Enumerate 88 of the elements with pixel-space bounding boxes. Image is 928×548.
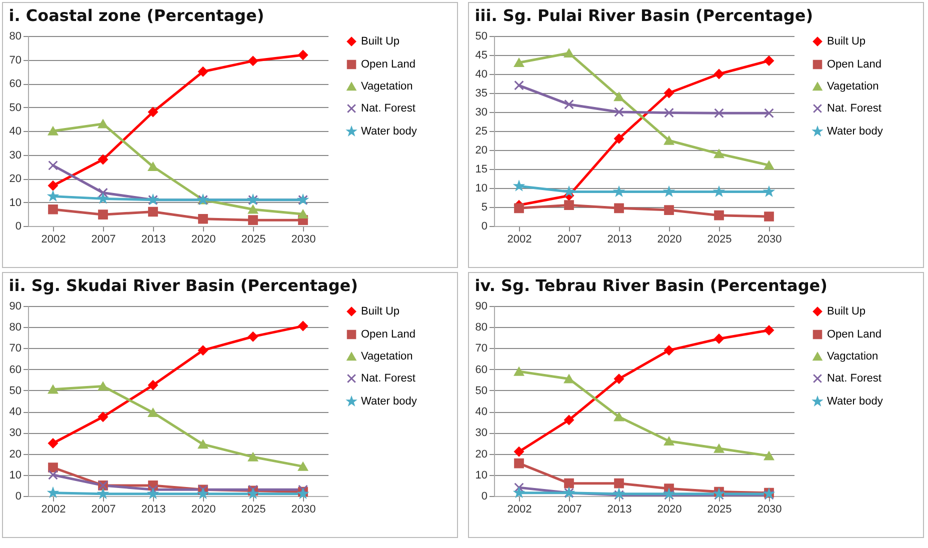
y-tick-label: 80 <box>9 322 22 334</box>
legend-label: Vagetation <box>361 80 413 92</box>
y-tick-label: 60 <box>9 78 22 90</box>
x-tick-label: 2020 <box>657 234 682 246</box>
y-tick-label: 40 <box>475 406 488 418</box>
x-tick-label: 2030 <box>291 504 316 516</box>
y-tick-label: 0 <box>481 220 488 232</box>
y-tick-label: 30 <box>475 427 488 440</box>
legend-label: Nat. Forest <box>361 102 416 114</box>
legend-label: Nat. Forest <box>827 102 882 114</box>
y-tick-label: 5 <box>481 202 488 214</box>
y-tick-label: 0 <box>481 490 488 502</box>
legend-label: Open Land <box>827 58 882 70</box>
legend-label: Water body <box>361 396 418 408</box>
legend-label: Vagetation <box>827 80 879 92</box>
y-tick-label: 20 <box>9 173 22 185</box>
x-tick-label: 2013 <box>607 504 632 516</box>
legend-label: Water body <box>827 396 884 408</box>
y-tick-label: 20 <box>475 144 488 156</box>
x-tick-label: 2007 <box>91 234 116 246</box>
y-tick-label: 10 <box>475 469 488 482</box>
y-tick-label: 50 <box>9 102 22 114</box>
chart-title: ii. Sg. Skudai River Basin (Percentage) <box>8 276 358 295</box>
y-tick-label: 10 <box>9 469 22 482</box>
x-tick-label: 2002 <box>507 504 532 516</box>
y-tick-label: 15 <box>475 164 488 176</box>
y-tick-label: 40 <box>475 68 488 80</box>
x-tick-label: 2002 <box>41 504 66 516</box>
x-tick-label: 2025 <box>241 234 266 246</box>
x-tick-label: 2030 <box>757 234 782 246</box>
chart-title: i. Coastal zone (Percentage) <box>8 6 264 25</box>
y-tick-label: 50 <box>9 384 22 397</box>
y-tick-label: 70 <box>9 342 22 355</box>
y-tick-label: 10 <box>475 182 488 194</box>
x-tick-label: 2007 <box>91 504 116 516</box>
legend-label: Built Up <box>827 36 866 48</box>
y-tick-label: 45 <box>475 50 488 62</box>
x-tick-label: 2030 <box>757 504 782 516</box>
x-tick-label: 2020 <box>191 504 216 516</box>
legend-label: Open Land <box>361 328 416 340</box>
x-tick-label: 2002 <box>41 234 66 246</box>
legend-label: Built Up <box>361 306 400 318</box>
y-tick-label: 90 <box>475 300 488 312</box>
y-tick-label: 25 <box>475 126 488 138</box>
y-tick-label: 35 <box>475 88 488 100</box>
y-tick-label: 80 <box>9 30 22 42</box>
legend-label: Built Up <box>361 36 400 48</box>
x-tick-label: 2025 <box>707 234 732 246</box>
legend-label: Open Land <box>827 328 882 340</box>
y-tick-label: 40 <box>9 126 22 138</box>
y-tick-label: 40 <box>9 406 22 418</box>
legend-label: Water body <box>827 126 884 138</box>
y-tick-label: 0 <box>15 490 22 502</box>
y-tick-label: 20 <box>9 448 22 460</box>
y-tick-label: 50 <box>475 384 488 397</box>
y-tick-label: 0 <box>15 220 22 232</box>
y-tick-label: 90 <box>9 300 22 312</box>
y-tick-label: 50 <box>475 30 488 42</box>
x-tick-label: 2013 <box>607 234 632 246</box>
y-tick-label: 70 <box>9 54 22 66</box>
y-tick-label: 30 <box>475 106 488 118</box>
y-tick-label: 10 <box>9 196 22 209</box>
x-tick-label: 2030 <box>291 234 316 246</box>
x-tick-label: 2013 <box>141 234 166 246</box>
chart-title: iv. Sg. Tebrau River Basin (Percentage) <box>474 276 828 295</box>
x-tick-label: 2013 <box>141 504 166 516</box>
legend-label: Vagetation <box>361 350 413 362</box>
x-tick-label: 2025 <box>241 504 266 516</box>
y-tick-label: 70 <box>475 342 488 355</box>
x-tick-label: 2025 <box>707 504 732 516</box>
x-tick-label: 2007 <box>557 234 582 246</box>
chart-title: iii. Sg. Pulai River Basin (Percentage) <box>474 6 814 25</box>
y-tick-label: 60 <box>475 364 488 376</box>
y-tick-label: 30 <box>9 149 22 162</box>
legend-label: Built Up <box>827 306 866 318</box>
x-tick-label: 2020 <box>657 504 682 516</box>
legend-label: Water body <box>361 126 418 138</box>
legend-label: Vagctation <box>827 350 878 362</box>
y-tick-label: 80 <box>475 322 488 334</box>
legend-label: Nat. Forest <box>361 372 416 384</box>
legend-label: Nat. Forest <box>827 372 882 384</box>
x-tick-label: 2002 <box>507 234 532 246</box>
y-tick-label: 60 <box>9 364 22 376</box>
legend-label: Open Land <box>361 58 416 70</box>
y-tick-label: 30 <box>9 427 22 440</box>
x-tick-label: 2007 <box>557 504 582 516</box>
x-tick-label: 2020 <box>191 234 216 246</box>
y-tick-label: 20 <box>475 448 488 460</box>
